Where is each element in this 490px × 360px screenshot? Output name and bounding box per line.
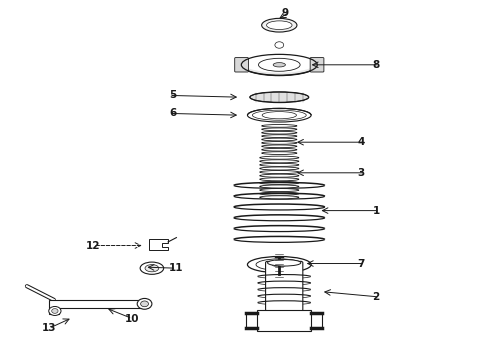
Ellipse shape [262, 135, 297, 138]
Text: 12: 12 [86, 240, 100, 251]
Ellipse shape [141, 301, 148, 307]
Ellipse shape [275, 42, 284, 48]
Ellipse shape [266, 261, 293, 268]
Ellipse shape [260, 156, 299, 159]
Ellipse shape [272, 262, 287, 267]
Ellipse shape [262, 112, 296, 119]
Ellipse shape [252, 110, 306, 120]
Ellipse shape [241, 51, 318, 73]
Text: 3: 3 [358, 168, 365, 178]
Text: 6: 6 [169, 108, 176, 118]
Ellipse shape [260, 171, 299, 174]
Ellipse shape [260, 167, 299, 170]
Ellipse shape [51, 309, 58, 313]
Ellipse shape [140, 262, 164, 274]
Ellipse shape [137, 298, 152, 309]
Text: 4: 4 [358, 137, 365, 147]
Ellipse shape [260, 196, 299, 199]
Ellipse shape [260, 181, 299, 184]
Polygon shape [149, 239, 168, 250]
Ellipse shape [268, 260, 301, 266]
Ellipse shape [262, 125, 297, 127]
Ellipse shape [262, 148, 297, 151]
Polygon shape [49, 300, 145, 314]
Text: 5: 5 [169, 90, 176, 100]
Text: 13: 13 [42, 323, 56, 333]
Ellipse shape [247, 256, 311, 273]
Text: 10: 10 [125, 314, 140, 324]
Ellipse shape [262, 152, 297, 154]
FancyBboxPatch shape [235, 58, 248, 72]
Ellipse shape [49, 306, 61, 315]
Text: 2: 2 [372, 292, 380, 302]
Ellipse shape [145, 265, 159, 272]
Ellipse shape [260, 192, 299, 195]
Text: 11: 11 [169, 263, 184, 273]
Ellipse shape [262, 145, 297, 148]
FancyBboxPatch shape [310, 58, 324, 72]
Ellipse shape [260, 163, 299, 166]
FancyBboxPatch shape [257, 310, 311, 331]
Ellipse shape [262, 128, 297, 131]
Ellipse shape [262, 131, 297, 134]
Text: 1: 1 [372, 206, 380, 216]
Ellipse shape [267, 21, 292, 30]
Ellipse shape [262, 138, 297, 141]
Text: 7: 7 [358, 258, 365, 269]
Ellipse shape [247, 108, 311, 122]
Ellipse shape [260, 185, 299, 188]
Ellipse shape [260, 178, 299, 181]
FancyBboxPatch shape [266, 261, 303, 311]
Ellipse shape [259, 58, 300, 71]
Text: 9: 9 [282, 8, 289, 18]
Ellipse shape [262, 18, 297, 32]
Ellipse shape [256, 259, 302, 270]
Ellipse shape [262, 141, 297, 144]
Ellipse shape [260, 174, 299, 177]
Text: 8: 8 [372, 60, 380, 70]
Ellipse shape [260, 189, 299, 192]
Ellipse shape [250, 92, 309, 103]
Ellipse shape [260, 160, 299, 163]
Ellipse shape [273, 63, 285, 67]
Ellipse shape [241, 54, 318, 76]
